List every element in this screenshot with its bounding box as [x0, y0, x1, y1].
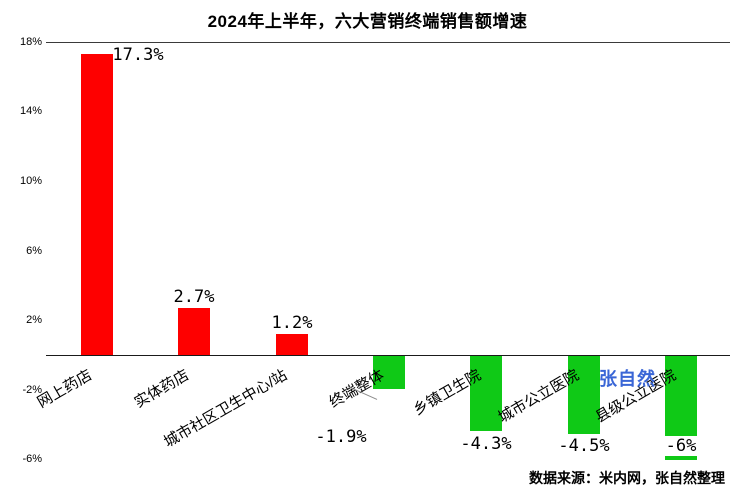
y-axis-tick: 2%	[26, 314, 42, 326]
value-label: -4.3%	[458, 434, 514, 454]
y-axis-tick: 14%	[19, 105, 42, 117]
y-axis-tick: 10%	[19, 175, 42, 187]
value-label: 1.2%	[271, 313, 313, 333]
bar	[470, 356, 502, 431]
x-axis-zero-line	[46, 355, 730, 356]
y-axis-tick: 6%	[26, 245, 42, 257]
watermark: 张自然	[599, 369, 656, 389]
y-axis-tick: -2%	[22, 384, 42, 396]
y-axis-tick: -6%	[22, 453, 42, 465]
bar	[276, 334, 308, 355]
gridline-top	[46, 42, 730, 43]
bar	[178, 308, 210, 355]
bar	[81, 54, 113, 355]
source-note: 数据来源：米内网，张自然整理	[529, 470, 725, 486]
value-label: 17.3%	[112, 45, 164, 65]
value-label: -1.9%	[313, 427, 369, 447]
category-label: 实体药店	[131, 366, 192, 412]
value-label: 2.7%	[173, 287, 215, 307]
value-label: -6%	[663, 436, 699, 456]
bar	[568, 356, 600, 434]
value-label: -4.5%	[556, 436, 612, 456]
chart-title: 2024年上半年，六大营销终端销售额增速	[207, 12, 528, 31]
bar	[373, 356, 405, 389]
y-axis-tick: 18%	[19, 36, 42, 48]
category-label: 网上药店	[34, 366, 95, 412]
